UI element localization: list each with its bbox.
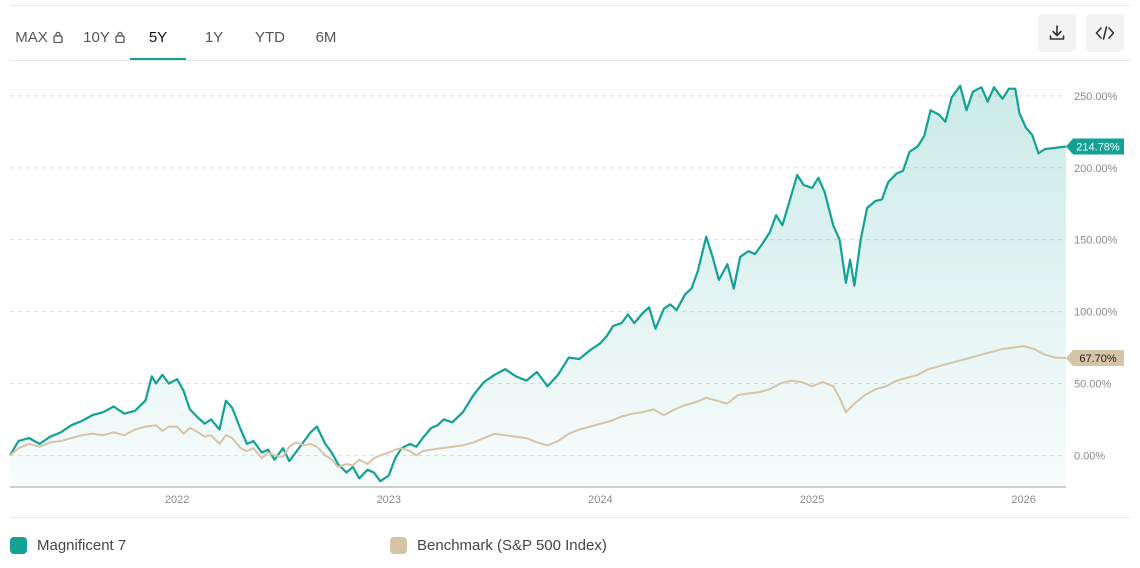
tab-10y-label: 10Y xyxy=(83,28,110,46)
y-tick-label: 100.00% xyxy=(1074,307,1118,319)
tab-5y[interactable]: 5Y xyxy=(130,14,186,60)
time-range-tabs: MAX 10Y 5Y 1Y YTD 6M xyxy=(0,14,354,60)
performance-chart: 250.00% 200.00% 150.00% 100.00% 50.00% 0.00% 2… xyxy=(0,62,1140,512)
y-tick-label: 150.00% xyxy=(1074,235,1118,247)
series-area-primary xyxy=(10,85,1066,488)
legend-swatch-benchmark xyxy=(390,537,407,554)
legend-label-benchmark: Benchmark (S&P 500 Index) xyxy=(417,537,607,554)
end-label-primary: 214.78% xyxy=(1066,138,1124,155)
legend-divider xyxy=(10,517,1130,518)
legend-label-primary: Magnificent 7 xyxy=(37,537,127,554)
x-tick-label: 2024 xyxy=(588,494,612,506)
end-label-primary-text: 214.78% xyxy=(1076,142,1120,154)
tab-1y[interactable]: 1Y xyxy=(186,14,242,60)
end-label-benchmark-text: 67.70% xyxy=(1079,353,1117,365)
x-tick-label: 2025 xyxy=(800,494,824,506)
tab-6m[interactable]: 6M xyxy=(298,14,354,60)
x-tick-label: 2023 xyxy=(377,494,401,506)
tab-ytd[interactable]: YTD xyxy=(242,14,298,60)
y-tick-label: 0.00% xyxy=(1074,450,1105,462)
end-label-benchmark: 67.70% xyxy=(1066,350,1124,367)
embed-button[interactable] xyxy=(1086,14,1124,52)
y-tick-label: 50.00% xyxy=(1074,378,1112,390)
download-button[interactable] xyxy=(1038,14,1076,52)
tabs-divider xyxy=(10,60,1130,61)
tab-10y[interactable]: 10Y xyxy=(78,14,130,60)
tab-max[interactable]: MAX xyxy=(0,14,78,60)
legend-item-benchmark[interactable]: Benchmark (S&P 500 Index) xyxy=(390,537,607,554)
series-line-benchmark xyxy=(9,345,1067,468)
series-line-primary xyxy=(9,84,1067,483)
tab-max-label: MAX xyxy=(15,28,48,46)
lock-icon xyxy=(53,31,63,43)
top-divider xyxy=(10,5,1130,6)
x-tick-label: 2026 xyxy=(1011,494,1035,506)
tab-ytd-label: YTD xyxy=(255,28,285,46)
end-label-primary-bg xyxy=(1066,138,1124,155)
lock-icon xyxy=(115,31,125,43)
chart-svg: 250.00% 200.00% 150.00% 100.00% 50.00% 0.00% 2… xyxy=(9,84,1124,506)
tab-6m-label: 6M xyxy=(315,28,337,46)
download-icon xyxy=(1049,25,1065,40)
x-tick-label: 2022 xyxy=(165,494,189,506)
tab-5y-label: 5Y xyxy=(148,28,168,46)
y-tick-label: 200.00% xyxy=(1074,163,1118,175)
legend-swatch-primary xyxy=(10,537,27,554)
legend-item-primary[interactable]: Magnificent 7 xyxy=(10,537,126,554)
y-tick-label: 250.00% xyxy=(1074,91,1118,103)
code-embed-icon xyxy=(1095,26,1115,40)
tab-1y-label: 1Y xyxy=(204,28,224,46)
end-label-benchmark-bg xyxy=(1066,350,1124,367)
